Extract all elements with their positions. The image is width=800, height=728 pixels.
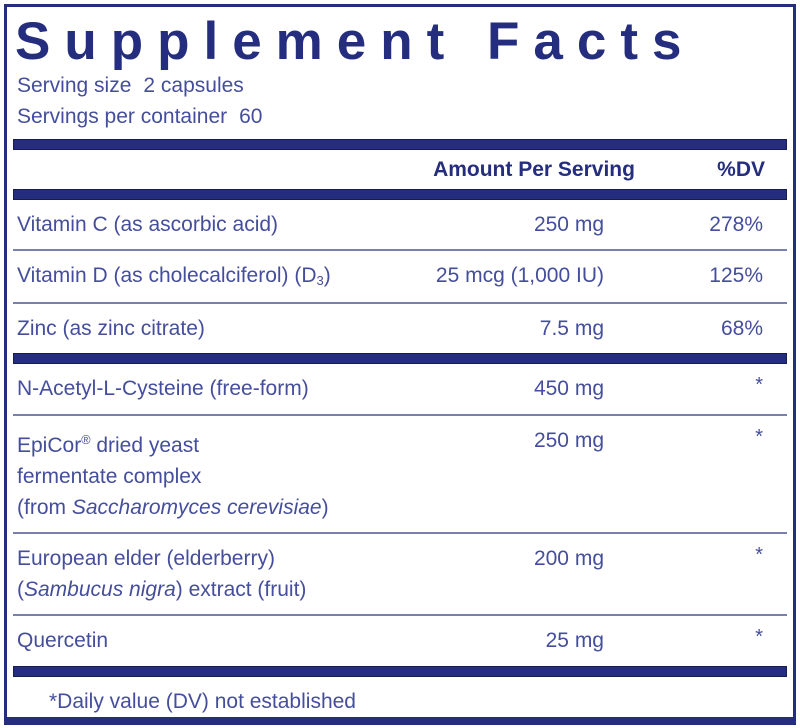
- nutrient-dv: 278%: [709, 213, 763, 237]
- nutrient-amount: 250 mg: [533, 429, 604, 453]
- divider-bar-top: [13, 139, 787, 151]
- serving-size-line: Serving size 2 capsules: [17, 70, 787, 101]
- nutrient-dv: *: [649, 616, 787, 666]
- nutrient-name: Vitamin D (as cholecalciferol) (D3): [17, 264, 331, 289]
- nutrient-dv: *: [649, 534, 787, 614]
- divider-bar-bottom: [13, 666, 787, 678]
- divider-bar-mid: [13, 353, 787, 365]
- nutrient-dv: *: [649, 416, 787, 532]
- column-header-row: Amount Per Serving %DV: [13, 150, 787, 189]
- nutrient-amount: 450 mg: [533, 377, 604, 401]
- servings-per-container-line: Servings per container 60: [17, 101, 787, 132]
- nutrient-row: N-Acetyl-L-Cysteine (free-form) 450 mg *: [13, 364, 787, 414]
- daily-value-footnote: *Daily value (DV) not established: [49, 690, 356, 714]
- nutrient-name: EpiCor® dried yeast fermentate complex (fr…: [17, 433, 329, 520]
- percent-dv-header: %DV: [717, 157, 765, 181]
- nutrient-name: European elder (elderberry) (Sambucus nig…: [17, 547, 307, 602]
- nutrient-name: Quercetin: [17, 629, 109, 653]
- nutrient-amount: 200 mg: [533, 547, 604, 571]
- nutrient-row: EpiCor® dried yeast fermentate complex (fr…: [13, 414, 787, 532]
- divider-bar-under-header: [13, 189, 787, 201]
- nutrient-group-other-ingredients: N-Acetyl-L-Cysteine (free-form) 450 mg * Ep…: [13, 364, 787, 666]
- nutrient-name: Vitamin C (as ascorbic acid): [17, 213, 279, 237]
- nutrient-row: Quercetin 25 mg *: [13, 614, 787, 666]
- dv-not-established-asterisk: *: [755, 374, 763, 397]
- dv-not-established-asterisk: *: [755, 626, 763, 649]
- nutrient-amount: 25 mcg (1,000 IU): [435, 264, 604, 288]
- dv-not-established-asterisk: *: [755, 544, 763, 567]
- serving-size-value: 2 capsules: [143, 74, 244, 98]
- serving-size-label: Serving size: [17, 74, 132, 98]
- nutrient-dv: *: [649, 364, 787, 414]
- nutrient-amount: 25 mg: [545, 629, 604, 653]
- nutrient-dv: 68%: [720, 317, 763, 341]
- panel-title: Supplement Facts: [15, 12, 696, 71]
- nutrient-name: Zinc (as zinc citrate): [17, 317, 205, 341]
- nutrient-row: European elder (elderberry) (Sambucus nig…: [13, 532, 787, 614]
- nutrient-dv: 125%: [709, 264, 763, 288]
- servings-per-container-value: 60: [239, 105, 263, 129]
- nutrient-row: Vitamin C (as ascorbic acid) 250 mg 278%: [13, 200, 787, 249]
- nutrient-row: Vitamin D (as cholecalciferol) (D3) 25 mc…: [13, 249, 787, 302]
- supplement-facts-panel: Supplement Facts Serving size 2 capsules …: [4, 4, 796, 725]
- nutrient-name: N-Acetyl-L-Cysteine (free-form): [17, 377, 309, 401]
- nutrient-row: Zinc (as zinc citrate) 7.5 mg 68%: [13, 302, 787, 353]
- nutrient-group-vitamins: Vitamin C (as ascorbic acid) 250 mg 278% Vi…: [13, 200, 787, 353]
- nutrient-amount: 7.5 mg: [539, 317, 604, 341]
- servings-per-container-label: Servings per container: [17, 105, 228, 129]
- amount-per-serving-header: Amount Per Serving: [433, 157, 635, 181]
- nutrient-amount: 250 mg: [533, 213, 604, 237]
- dv-not-established-asterisk: *: [755, 426, 763, 449]
